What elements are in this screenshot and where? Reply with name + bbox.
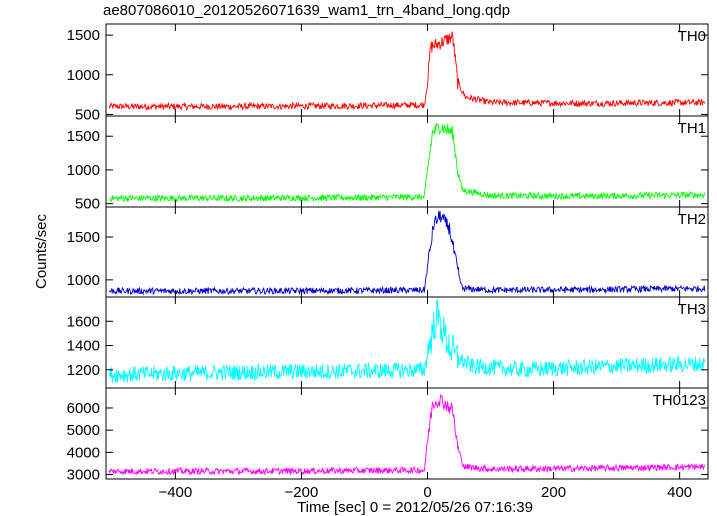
panel-label-th0123: TH0123 (653, 392, 706, 409)
y-tick-label: 500 (75, 196, 100, 213)
series-line-th3 (108, 299, 706, 383)
panel-label-th0: TH0 (678, 28, 706, 45)
panel-frame (105, 296, 709, 389)
y-tick-label: 3000 (67, 467, 100, 484)
y-tick-label: 1500 (67, 128, 100, 145)
y-tick-label: 4000 (67, 444, 100, 461)
x-tick-label: −200 (285, 484, 319, 501)
y-tick-label: 1000 (67, 67, 100, 84)
x-tick-label: 200 (541, 484, 566, 501)
y-tick-label: 1000 (67, 162, 100, 179)
panel-frame (105, 206, 709, 298)
y-axis-title: Counts/sec (33, 213, 50, 289)
y-tick-label: 1200 (67, 362, 100, 379)
x-tick-label: −400 (158, 484, 192, 501)
y-tick-label: 1600 (67, 313, 100, 330)
y-tick-label: 5000 (67, 422, 100, 439)
y-tick-label: 500 (75, 106, 100, 123)
panel-frame (105, 115, 709, 208)
series-line-th0 (108, 31, 706, 112)
panel-frame (105, 387, 709, 480)
x-axis-title: Time [sec] 0 = 2012/05/26 07:16:39 (297, 499, 533, 516)
panel-frame (105, 23, 709, 117)
panel-label-th1: TH1 (678, 120, 706, 137)
chart-title: ae807086010_20120526071639_wam1_trn_4ban… (103, 2, 511, 19)
y-tick-label: 1500 (67, 27, 100, 44)
panel-label-th2: TH2 (678, 211, 706, 228)
series-line-th1 (108, 122, 706, 203)
x-tick-label: 0 (423, 484, 431, 501)
x-tick-label: 400 (667, 484, 692, 501)
series-line-th0123 (108, 393, 706, 477)
y-tick-label: 1000 (67, 272, 100, 289)
y-tick-label: 6000 (67, 400, 100, 417)
y-tick-label: 1500 (67, 229, 100, 246)
series-line-th2 (108, 210, 706, 296)
panel-label-th3: TH3 (678, 301, 706, 318)
y-tick-label: 1400 (67, 338, 100, 355)
